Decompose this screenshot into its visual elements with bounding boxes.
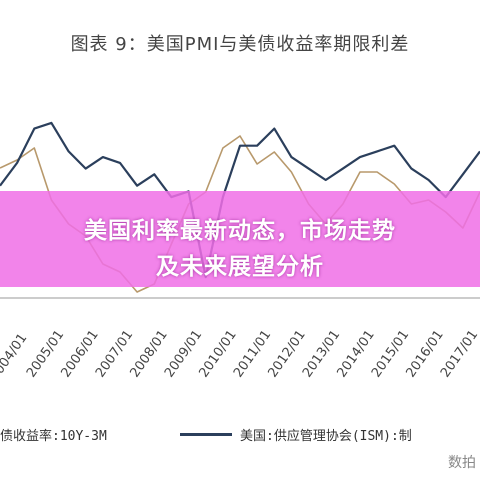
watermark-text: 数拍 — [448, 455, 476, 471]
banner-headline-line2: 及未来展望分析 — [156, 254, 324, 280]
overlay-banner — [0, 191, 480, 287]
legend-label-spread: 债收益率:10Y-3M — [0, 429, 107, 444]
x-tick-labels: 004/012005/012006/012007/012008/012009/0… — [0, 328, 480, 381]
chart-legend: 债收益率:10Y-3M 美国:供应管理协会(ISM):制 — [0, 425, 480, 445]
legend-label-pmi: 美国:供应管理协会(ISM):制 — [240, 429, 412, 444]
legend-line-pmi — [180, 433, 232, 436]
banner-headline-line1: 美国利率最新动态，市场走势 — [84, 218, 396, 244]
chart-title: 图表 9：美国PMI与美债收益率期限利差 — [70, 34, 410, 55]
series-line-pmi — [0, 121, 480, 279]
